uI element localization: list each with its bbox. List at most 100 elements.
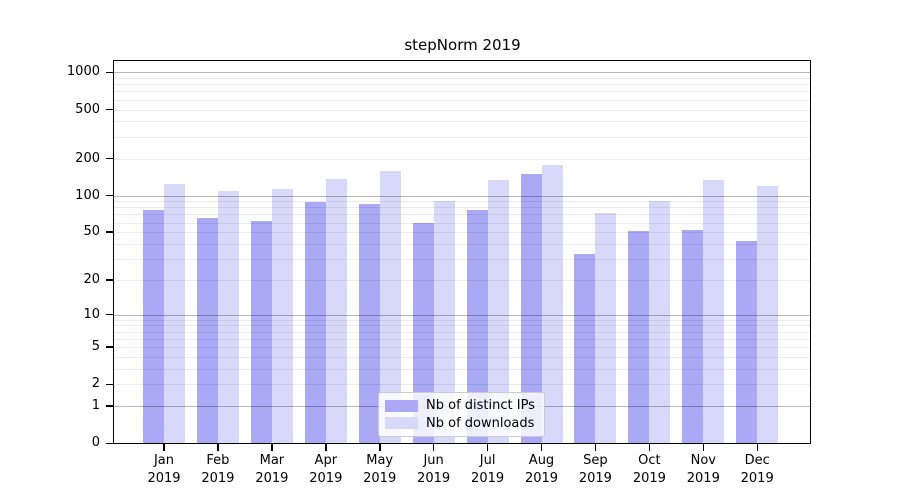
y-tick-label: 50 [83,224,100,240]
bar-downloads [757,186,779,444]
x-tick-label-line: 2019 [686,471,720,486]
bar-downloads [595,212,617,444]
gridline-minor [114,214,811,216]
y-tick-label: 20 [83,271,100,287]
gridline-minor [114,338,811,340]
bar-distinct-ips [412,222,434,444]
legend-item-downloads: Nb of downloads [385,416,538,431]
y-tick [106,383,113,386]
y-tick-label: 5 [91,339,100,355]
legend: Nb of distinct IPs Nb of downloads [378,392,545,437]
bar-distinct-ips [682,230,704,444]
bar-downloads [217,190,239,444]
y-tick [106,279,113,281]
x-tick-label-line: 2019 [417,471,451,486]
x-tick-label: Apr 2019 [294,452,358,488]
gridline-minor [114,207,811,209]
x-tick [432,444,435,451]
bar-downloads [325,179,347,444]
gridline-minor [114,384,811,386]
x-tick [379,444,381,451]
x-tick-label-line: Mar [259,453,285,468]
x-tick [271,444,273,451]
y-tick-label: 0 [91,435,100,451]
gridline-major [114,72,811,74]
x-tick-label: Jun 2019 [402,452,466,488]
y-tick [106,346,113,348]
x-tick-label-line: 2019 [632,471,666,486]
legend-label-distinct-ips: Nb of distinct IPs [426,398,535,414]
x-tick-label-line: 2019 [740,471,774,486]
x-tick-label-line: Dec [744,453,770,468]
legend-swatch-distinct-ips-icon [385,399,418,412]
x-tick-label: Jan 2019 [132,452,196,488]
x-tick [540,444,543,451]
x-tick-label-line: Feb [206,453,230,468]
x-tick [163,444,165,451]
x-tick [594,444,597,451]
bar-downloads [487,179,509,444]
gridline-minor [114,158,811,160]
gridline-minor [114,331,811,333]
bar-distinct-ips [628,231,650,444]
bar-distinct-ips [304,201,326,444]
y-tick-label: 500 [75,101,100,117]
y-tick-label: 100 [75,187,100,203]
y-tick-label: 200 [75,150,100,166]
y-tick [106,313,113,316]
bar-distinct-ips [358,204,380,444]
x-tick-label: Dec 2019 [725,452,789,488]
x-tick [325,444,327,451]
bar-downloads [379,170,401,444]
bar-downloads [649,200,671,444]
bar-distinct-ips [736,241,758,444]
y-tick [106,194,113,197]
gridline-minor [114,243,811,245]
chart-title: stepNorm 2019 [404,36,521,54]
x-tick-label-line: 2019 [309,471,343,486]
x-tick-label-line: Jan [153,453,175,468]
x-tick-label-line: May [366,453,394,468]
x-tick-label-line: Jul [479,453,496,468]
x-tick [648,444,651,451]
bar-distinct-ips [574,253,596,444]
bar-distinct-ips [196,218,218,444]
y-tick-label: 10 [83,306,100,322]
gridline-minor [114,232,811,234]
gridline-minor [114,99,811,101]
y-tick [106,71,113,73]
x-tick-label: Feb 2019 [186,452,250,488]
legend-swatch-downloads-icon [385,417,418,430]
x-tick-label: May 2019 [348,452,412,488]
x-tick-label-line: 2019 [578,471,612,486]
x-tick-label: Jul 2019 [456,452,520,488]
bar-downloads [271,189,293,444]
x-tick-label-line: 2019 [147,471,181,486]
gridline-major [114,314,811,316]
gridline-minor [114,258,811,260]
gridline-minor [114,109,811,111]
x-tick-label: Mar 2019 [240,452,304,488]
x-tick [756,444,758,451]
x-tick [486,444,489,451]
gridline-minor [114,347,811,349]
gridline-major [114,195,811,197]
bar-distinct-ips [466,210,488,444]
x-tick-label-line: Nov [690,453,716,468]
gridline-minor [114,368,811,370]
gridline-minor [114,356,811,358]
x-tick-label-line: 2019 [471,471,505,486]
legend-label-downloads: Nb of downloads [426,415,535,431]
bar-downloads [164,184,185,444]
x-tick-label-line: 2019 [363,471,397,486]
x-tick-label: Aug 2019 [510,452,574,488]
x-tick-label-line: Apr [314,453,338,468]
bar-distinct-ips [143,210,164,444]
x-tick [702,444,704,451]
gridline-minor [114,279,811,281]
gridline-minor [114,136,811,138]
y-tick-label: 2 [91,376,100,392]
x-tick-label-line: 2019 [524,471,559,486]
